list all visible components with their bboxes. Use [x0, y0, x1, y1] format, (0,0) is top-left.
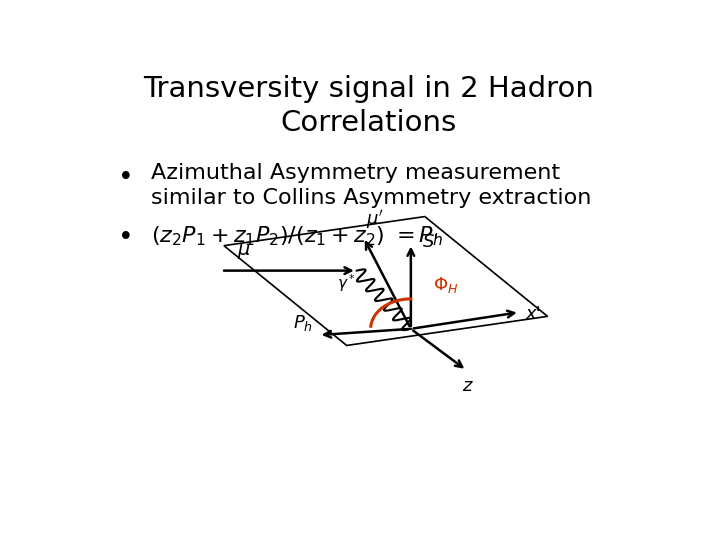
- Text: $P_h$: $P_h$: [293, 313, 313, 333]
- Text: S': S': [423, 233, 439, 251]
- Text: $\mu'$: $\mu'$: [366, 208, 384, 231]
- Text: •: •: [118, 225, 133, 251]
- Text: $\gamma^*$: $\gamma^*$: [338, 272, 356, 294]
- Text: z: z: [462, 377, 472, 395]
- Text: x': x': [526, 305, 541, 323]
- Text: Transversity signal in 2 Hadron
Correlations: Transversity signal in 2 Hadron Correlat…: [143, 75, 595, 137]
- Text: $\mu$: $\mu$: [237, 242, 251, 261]
- Text: Azimuthal Asymmetry measurement
similar to Collins Asymmetry extraction: Azimuthal Asymmetry measurement similar …: [151, 163, 592, 208]
- Text: •: •: [118, 165, 133, 191]
- Text: $(z_2P_1+z_1P_2)/(z_1+z_2)\ =P_h$: $(z_2P_1+z_1P_2)/(z_1+z_2)\ =P_h$: [151, 225, 444, 248]
- Text: $\Phi_H$: $\Phi_H$: [433, 275, 459, 295]
